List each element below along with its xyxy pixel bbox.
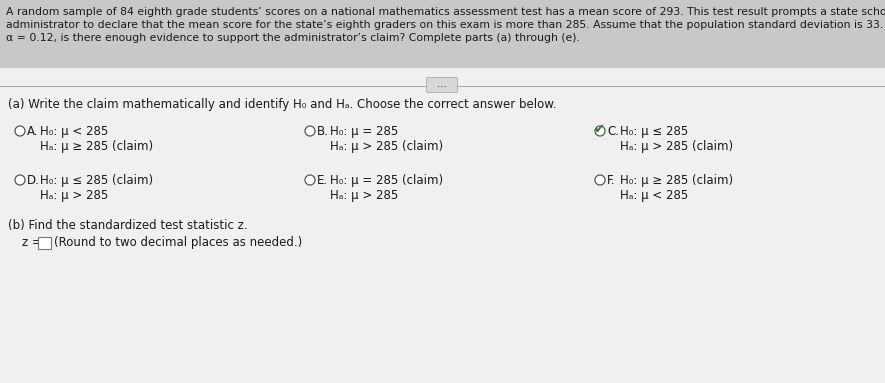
Text: F.: F. [607,174,615,187]
Circle shape [305,175,315,185]
Circle shape [595,175,605,185]
Text: Hₐ: μ > 285 (claim): Hₐ: μ > 285 (claim) [330,140,443,153]
Text: (a) Write the claim mathematically and identify H₀ and Hₐ. Choose the correct an: (a) Write the claim mathematically and i… [8,98,557,111]
Text: C.: C. [607,125,619,138]
Text: H₀: μ = 285: H₀: μ = 285 [330,125,398,138]
Circle shape [595,126,605,136]
FancyBboxPatch shape [38,237,51,249]
Text: D.: D. [27,174,40,187]
FancyBboxPatch shape [427,77,458,93]
Text: Hₐ: μ < 285: Hₐ: μ < 285 [620,189,689,202]
Text: ✔: ✔ [594,123,604,136]
Text: Hₐ: μ > 285: Hₐ: μ > 285 [330,189,398,202]
Text: Hₐ: μ > 285: Hₐ: μ > 285 [40,189,108,202]
Circle shape [305,126,315,136]
Text: A random sample of 84 eighth grade students’ scores on a national mathematics as: A random sample of 84 eighth grade stude… [6,7,885,17]
Text: A.: A. [27,125,39,138]
Text: z =: z = [22,236,42,249]
Text: (b) Find the standardized test statistic z.: (b) Find the standardized test statistic… [8,219,248,232]
FancyBboxPatch shape [0,0,885,68]
Text: ⋯: ⋯ [437,82,447,92]
Text: α = 0.12, is there enough evidence to support the administrator’s claim? Complet: α = 0.12, is there enough evidence to su… [6,33,580,43]
Text: Hₐ: μ ≥ 285 (claim): Hₐ: μ ≥ 285 (claim) [40,140,153,153]
Text: administrator to declare that the mean score for the state’s eighth graders on t: administrator to declare that the mean s… [6,20,885,30]
Text: H₀: μ < 285: H₀: μ < 285 [40,125,108,138]
FancyBboxPatch shape [0,68,885,383]
Text: Hₐ: μ > 285 (claim): Hₐ: μ > 285 (claim) [620,140,733,153]
Text: B.: B. [317,125,329,138]
Text: E.: E. [317,174,328,187]
Text: H₀: μ ≤ 285: H₀: μ ≤ 285 [620,125,689,138]
Circle shape [15,175,25,185]
Text: H₀: μ = 285 (claim): H₀: μ = 285 (claim) [330,174,443,187]
Text: (Round to two decimal places as needed.): (Round to two decimal places as needed.) [54,236,303,249]
Text: H₀: μ ≥ 285 (claim): H₀: μ ≥ 285 (claim) [620,174,733,187]
Circle shape [15,126,25,136]
Text: H₀: μ ≤ 285 (claim): H₀: μ ≤ 285 (claim) [40,174,153,187]
